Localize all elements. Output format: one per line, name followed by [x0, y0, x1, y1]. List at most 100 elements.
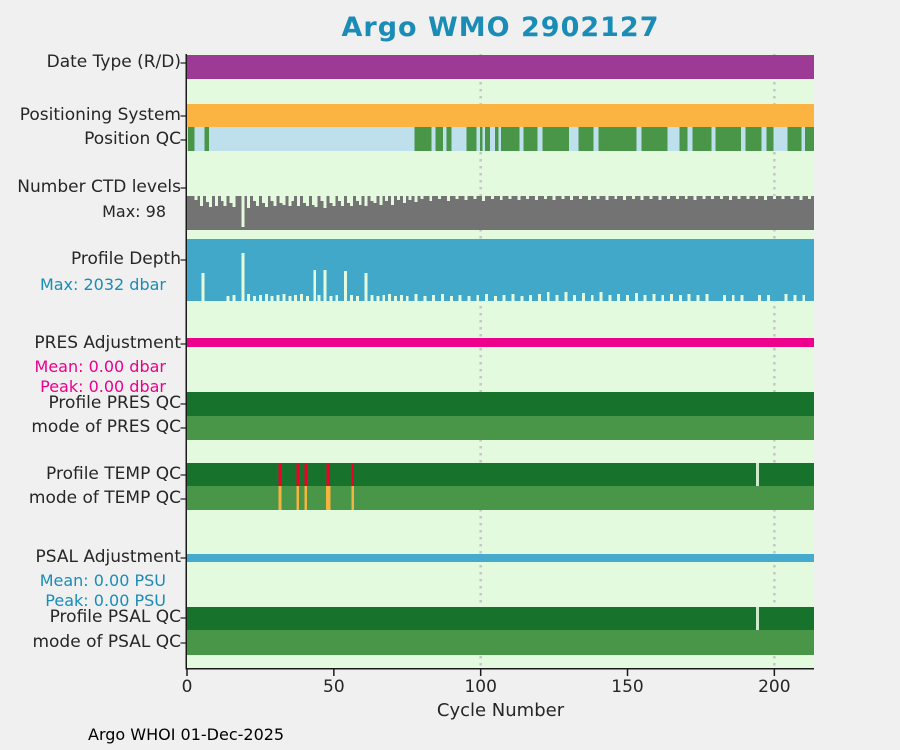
row-mode-temp-qc [187, 486, 814, 510]
notch-profile-depth [317, 295, 321, 301]
notch-ctd-levels [499, 196, 503, 200]
notch-ctd-levels [414, 196, 418, 202]
notch-ctd-levels [702, 196, 706, 199]
notch-ctd-levels [711, 196, 715, 199]
notch-profile-depth [226, 296, 230, 301]
segment-position-qc [187, 127, 195, 151]
notch-ctd-levels [311, 196, 315, 205]
sublabel-pres-adjustment-1: Peak: 0.00 dbar [40, 377, 166, 396]
notch-profile-depth [300, 294, 304, 301]
mark-profile-temp-qc [326, 463, 331, 486]
mark-mode-temp-qc [304, 486, 307, 510]
notch-ctd-levels [200, 196, 204, 206]
notch-ctd-levels [279, 196, 283, 203]
segment-position-qc [692, 127, 712, 151]
notch-profile-depth [405, 296, 409, 301]
segment-position-qc [494, 127, 499, 151]
notch-profile-depth [323, 270, 327, 301]
notch-profile-depth [458, 295, 462, 301]
notch-ctd-levels [206, 196, 210, 202]
notch-ctd-levels [526, 196, 530, 199]
notch-ctd-levels [658, 196, 662, 200]
notch-profile-depth [232, 295, 236, 301]
notch-ctd-levels [288, 196, 292, 206]
notch-ctd-levels [256, 196, 259, 206]
notch-ctd-levels [347, 196, 350, 203]
notch-ctd-levels [420, 196, 424, 199]
mark-mode-temp-qc [326, 486, 331, 510]
notch-profile-depth [573, 295, 577, 301]
notch-profile-depth [793, 295, 797, 301]
segment-position-qc [435, 127, 443, 151]
notch-ctd-levels [781, 196, 785, 199]
notch-profile-depth [520, 296, 524, 301]
notch-profile-depth [394, 296, 397, 301]
segment-position-qc [641, 127, 668, 151]
segment-position-qc [204, 127, 210, 151]
row-profile-temp-qc [187, 463, 814, 486]
row-pres-adjustment [187, 338, 814, 347]
sublabel-ctd-levels-0: Max: 98 [102, 202, 166, 221]
segment-position-qc [523, 127, 538, 151]
notch-ctd-levels [675, 196, 679, 199]
notch-ctd-levels [194, 196, 198, 200]
mark-mode-temp-qc [278, 486, 282, 510]
notch-profile-depth [502, 295, 506, 301]
sublabel-psal-adjustment-0: Mean: 0.00 PSU [39, 571, 166, 590]
notch-ctd-levels [261, 196, 265, 203]
notch-profile-depth [305, 296, 309, 301]
notch-profile-depth [441, 294, 444, 301]
notch-profile-depth [258, 295, 262, 301]
notch-profile-depth [784, 294, 788, 301]
notch-ctd-levels [535, 196, 538, 200]
notch-profile-depth [731, 295, 735, 301]
mark-profile-temp-qc [351, 463, 354, 486]
notch-ctd-levels [247, 196, 251, 208]
segment-position-qc [598, 127, 637, 151]
sublabel-profile-depth-0: Max: 2032 dbar [39, 275, 166, 294]
notch-profile-depth [388, 294, 392, 301]
segment-position-qc [414, 127, 432, 151]
notch-profile-depth [485, 294, 489, 301]
notch-ctd-levels [323, 196, 327, 208]
notch-profile-depth [581, 293, 585, 301]
row-positioning-system [187, 104, 814, 127]
segment-position-qc [479, 127, 483, 151]
row-ctd-levels [187, 196, 814, 230]
sublabel-pres-adjustment-0: Mean: 0.00 dbar [34, 357, 166, 376]
footer-annotation: Argo WHOI 01-Dec-2025 [88, 725, 285, 744]
notch-ctd-levels [764, 196, 768, 200]
notch-profile-depth [626, 295, 629, 301]
notch-profile-depth [476, 295, 480, 301]
notch-ctd-levels [561, 196, 565, 199]
notch-ctd-levels [517, 196, 521, 200]
notch-ctd-levels [223, 196, 227, 206]
notch-ctd-levels [508, 196, 512, 199]
notch-ctd-levels [349, 196, 353, 206]
notch-ctd-levels [808, 196, 812, 199]
mark-profile-temp-qc [304, 463, 307, 486]
notch-profile-depth [349, 295, 353, 301]
notch-profile-depth [546, 292, 550, 301]
notch-ctd-levels [614, 196, 618, 199]
mark-mode-temp-qc [351, 486, 354, 510]
notch-profile-depth [537, 294, 541, 301]
notch-profile-depth [253, 296, 257, 301]
notch-ctd-levels [464, 196, 468, 200]
notch-ctd-levels [332, 196, 336, 206]
row-profile-psal-qc [187, 607, 814, 630]
notch-profile-depth [370, 295, 374, 301]
plot-area [187, 54, 814, 668]
notch-profile-depth [599, 292, 603, 301]
x-tick-label-150: 150 [611, 677, 644, 697]
segment-position-qc [715, 127, 742, 151]
notch-ctd-levels [297, 196, 301, 206]
notch-profile-depth [282, 294, 286, 301]
notch-profile-depth [678, 295, 682, 301]
notch-ctd-levels [314, 196, 318, 207]
notch-profile-depth [555, 295, 559, 301]
notch-profile-depth [634, 293, 638, 301]
chart-title: Argo WMO 2902127 [341, 12, 660, 43]
mark-profile-psal-qc [755, 607, 759, 630]
notch-ctd-levels [220, 196, 224, 201]
